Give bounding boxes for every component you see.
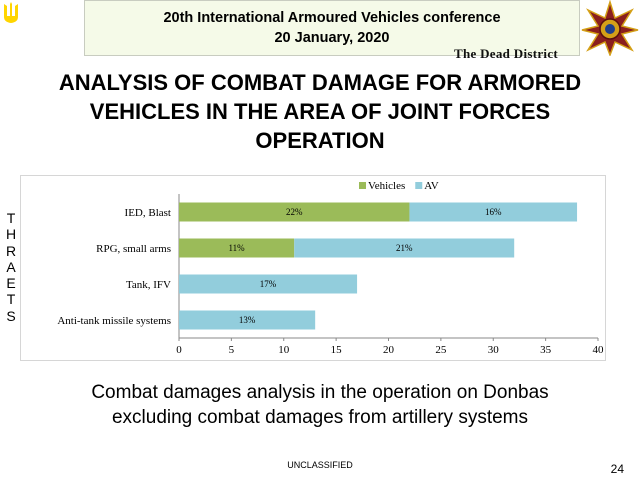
bar-vehicles bbox=[179, 202, 410, 222]
category-label: Anti-tank missile systems bbox=[57, 315, 171, 327]
legend-label: Vehicles bbox=[368, 180, 405, 192]
threats-letter: H bbox=[5, 226, 17, 243]
x-tick-label: 40 bbox=[593, 344, 605, 356]
slide-caption: Combat damages analysis in the operation… bbox=[0, 380, 640, 430]
category-label: RPG, small arms bbox=[96, 243, 171, 255]
title-line-1: ANALYSIS OF COMBAT DAMAGE FOR ARMORED bbox=[58, 70, 582, 95]
threats-letter: T bbox=[6, 210, 16, 226]
bar-av bbox=[179, 274, 358, 294]
page-number: 24 bbox=[610, 462, 624, 476]
threats-letter: S bbox=[6, 307, 16, 324]
military-badge-icon bbox=[581, 0, 639, 56]
x-tick-label: 35 bbox=[540, 344, 552, 356]
threats-letter: T bbox=[6, 291, 16, 308]
legend-label: AV bbox=[424, 180, 439, 192]
data-label: 13% bbox=[239, 315, 256, 325]
x-tick-label: 15 bbox=[331, 344, 343, 356]
category-label: IED, Blast bbox=[125, 207, 171, 219]
category-label: Tank, IFV bbox=[126, 279, 171, 291]
x-tick-label: 0 bbox=[176, 344, 182, 356]
threats-letter: E bbox=[6, 275, 16, 292]
dead-district-watermark: The Dead District bbox=[454, 46, 559, 61]
bar-av bbox=[179, 310, 316, 330]
ukraine-flag bbox=[0, 0, 84, 56]
slide-title: ANALYSIS OF COMBAT DAMAGE FOR ARMORED VE… bbox=[0, 68, 640, 155]
data-label: 17% bbox=[260, 279, 277, 289]
flag-yellow-stripe bbox=[0, 28, 84, 56]
x-tick-label: 25 bbox=[435, 344, 447, 356]
conference-title: 20th International Armoured Vehicles con… bbox=[163, 10, 501, 26]
threats-letter: R bbox=[5, 242, 17, 259]
x-tick-label: 30 bbox=[488, 344, 500, 356]
bar-av bbox=[294, 238, 515, 258]
x-tick-label: 20 bbox=[383, 344, 395, 356]
x-tick-label: 10 bbox=[278, 344, 290, 356]
chart-svg: 0 5 10 15 20 25 30 35 40 IED, Blast 22% 16% RPG, sma… bbox=[57, 180, 605, 356]
caption-line-2: excluding combat damages from artillery … bbox=[111, 407, 529, 428]
bar-vehicles bbox=[179, 238, 295, 258]
data-label: 22% bbox=[286, 207, 303, 217]
legend-swatch-vehicles bbox=[359, 182, 366, 189]
legend-swatch-av bbox=[415, 182, 423, 189]
bar-av bbox=[409, 202, 578, 222]
x-tick-label: 5 bbox=[229, 344, 235, 356]
threats-side-label: T H R A E T S bbox=[5, 210, 17, 324]
title-line-3: OPERATION bbox=[255, 128, 385, 153]
conference-header: 20th International Armoured Vehicles con… bbox=[84, 0, 580, 56]
conference-date: 20 January, 2020 bbox=[274, 30, 390, 46]
title-line-2: VEHICLES IN THE AREA OF JOINT FORCES bbox=[89, 99, 551, 124]
threats-letter: A bbox=[6, 258, 16, 275]
damage-bar-chart: 0 5 10 15 20 25 30 35 40 IED, Blast 22% 16% RPG, sma… bbox=[20, 175, 606, 361]
data-label: 11% bbox=[229, 243, 246, 253]
caption-line-1: Combat damages analysis in the operation… bbox=[91, 382, 549, 403]
data-label: 21% bbox=[396, 243, 413, 253]
classification-label: UNCLASSIFIED bbox=[287, 460, 353, 470]
data-label: 16% bbox=[485, 207, 502, 217]
trident-emblem-icon bbox=[4, 2, 18, 23]
